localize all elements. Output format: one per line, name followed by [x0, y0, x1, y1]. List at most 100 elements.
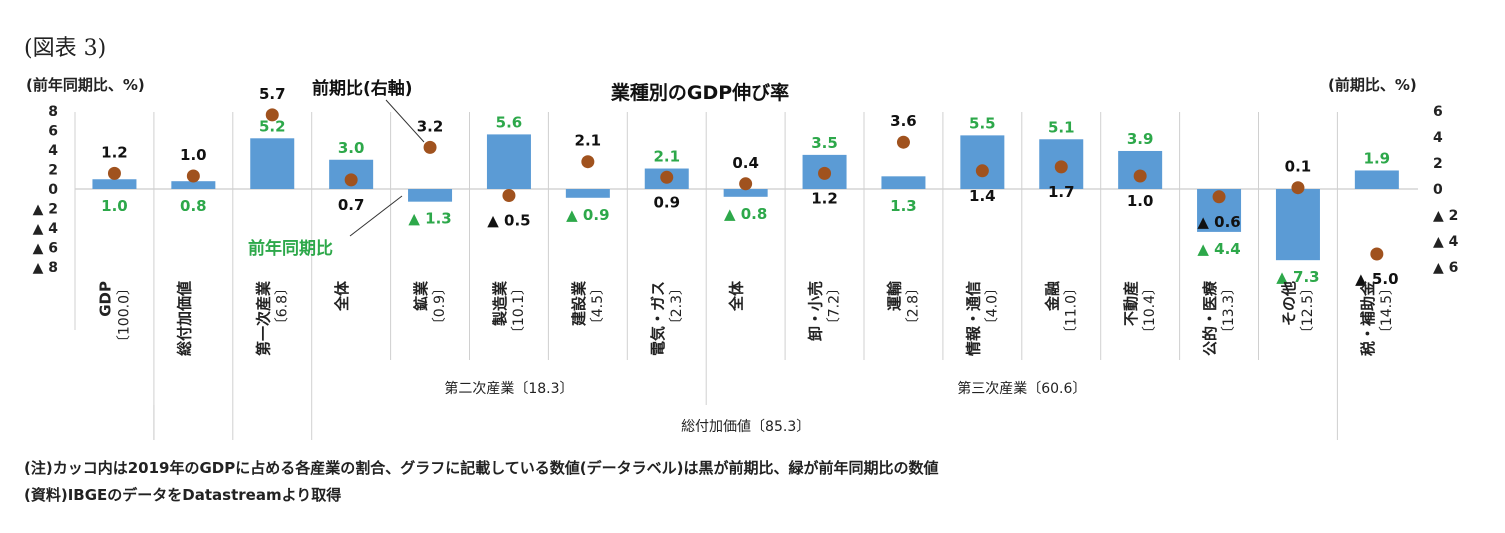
bar-data-label: ▲ 0.9 — [566, 206, 609, 224]
left-tick-label: ▲ 2 — [33, 202, 58, 218]
dot-data-label: 2.1 — [575, 132, 602, 150]
group-label-secondary: 第二次産業〔18.3〕 — [444, 380, 573, 397]
dot-qoq — [818, 166, 832, 180]
dot-data-label: 1.7 — [1048, 183, 1075, 201]
bar-data-label: 1.9 — [1364, 149, 1391, 167]
bar-data-label: 5.2 — [259, 117, 286, 135]
category-label: その他 — [1280, 281, 1298, 326]
right-tick-label: 4 — [1433, 130, 1443, 146]
annotation-arrow — [349, 195, 403, 237]
bar-yoy — [408, 189, 453, 202]
dot-qoq — [1370, 247, 1384, 261]
category-label: 電気・ガス — [649, 281, 667, 356]
category-weight: 〔7.2〕 — [827, 281, 843, 331]
bar-yoy — [1354, 170, 1399, 189]
dot-data-label: 1.0 — [180, 146, 207, 164]
dot-data-label: 1.4 — [969, 187, 996, 205]
category-label: 運輸 — [885, 280, 903, 311]
dot-data-label: 0.9 — [653, 193, 680, 211]
bar-data-label: 5.6 — [496, 113, 523, 131]
category-weight: 〔14.5〕 — [1379, 281, 1395, 340]
right-tick-label: ▲ 2 — [1433, 208, 1458, 224]
dot-data-label: 5.7 — [259, 85, 286, 103]
dot-data-label: 1.2 — [811, 189, 838, 207]
right-tick-label: 0 — [1433, 182, 1443, 198]
category-weight: 〔2.3〕 — [669, 281, 685, 331]
left-axis-title: (前年同期比、%) — [26, 76, 145, 94]
dot-data-label: 0.7 — [338, 196, 365, 214]
dot-data-label: 0.4 — [732, 154, 759, 172]
category-label: 情報・通信 — [964, 281, 982, 356]
dot-qoq — [1133, 169, 1147, 183]
category-weight: 〔13.3〕 — [1221, 281, 1237, 340]
right-tick-label: 6 — [1433, 104, 1443, 120]
dot-qoq — [1054, 160, 1068, 174]
bar-data-label: ▲ 4.4 — [1197, 240, 1240, 258]
category-weight: 〔11.0〕 — [1063, 281, 1079, 340]
bar-data-label: 2.1 — [653, 148, 680, 166]
dot-data-label: 0.1 — [1285, 158, 1312, 176]
dot-qoq — [1291, 181, 1305, 195]
bar-yoy — [565, 189, 610, 198]
dot-qoq — [107, 166, 121, 180]
figure-label: (図表 3) — [24, 36, 107, 61]
bar-yoy — [171, 181, 216, 189]
category-label: 全体 — [728, 280, 746, 312]
dot-qoq — [739, 177, 753, 191]
left-tick-label: ▲ 4 — [33, 221, 59, 237]
category-weight: 〔0.9〕 — [432, 281, 448, 331]
category-label: 製造業 — [491, 280, 509, 327]
annotation-arrow — [385, 99, 425, 143]
bar-yoy — [881, 176, 926, 189]
bar-yoy — [1275, 189, 1320, 261]
dot-qoq — [423, 140, 437, 154]
footnote-note: (注)カッコ内は2019年のGDPに占める各産業の割合、グラフに記載している数値… — [24, 459, 939, 477]
right-tick-label: 2 — [1433, 156, 1443, 172]
category-label: 卸・小売 — [807, 281, 825, 341]
right-axis-title: (前期比、%) — [1328, 76, 1417, 94]
bar-data-label: 3.0 — [338, 139, 365, 157]
dot-qoq — [1212, 190, 1226, 204]
right-tick-label: ▲ 6 — [1433, 260, 1458, 276]
category-label: 第一次産業 — [254, 280, 272, 356]
bar-data-label: 3.5 — [811, 134, 838, 152]
category-label: 不動産 — [1122, 281, 1140, 326]
dot-qoq — [660, 170, 674, 184]
left-tick-label: 8 — [48, 104, 58, 120]
bar-data-label: 5.5 — [969, 114, 996, 132]
dot-data-label: 1.2 — [101, 143, 128, 161]
dot-qoq — [975, 164, 989, 178]
category-weight: 〔4.5〕 — [590, 281, 606, 331]
group-label-gva: 総付加価値〔85.3〕 — [681, 419, 810, 435]
bar-data-label: 5.1 — [1048, 118, 1075, 136]
bar-yoy — [92, 179, 137, 189]
category-label: 建設業 — [570, 280, 588, 326]
bar-data-label: ▲ 0.8 — [724, 205, 767, 223]
dot-qoq — [581, 155, 595, 169]
category-weight: 〔10.1〕 — [511, 281, 527, 340]
annotation-yoy: 前年同期比 — [248, 238, 333, 259]
category-label: 鉱業 — [412, 280, 430, 311]
dot-data-label: ▲ 0.5 — [487, 212, 530, 230]
category-label: GDP — [96, 281, 114, 317]
annotation-qoq-right-axis: 前期比(右軸) — [312, 78, 413, 99]
dot-data-label: ▲ 5.0 — [1355, 270, 1398, 288]
category-weight: 〔4.0〕 — [984, 281, 1000, 331]
dot-qoq — [502, 189, 516, 202]
category-weight: 〔10.4〕 — [1142, 281, 1158, 340]
bar-data-label: ▲ 7.3 — [1276, 268, 1319, 286]
bar-data-label: ▲ 1.3 — [408, 210, 451, 228]
bar-yoy — [250, 138, 295, 189]
left-tick-label: 2 — [48, 163, 58, 179]
bar-data-label: 1.0 — [101, 197, 128, 215]
category-weight: 〔2.8〕 — [905, 281, 921, 331]
category-label: 金融 — [1043, 281, 1061, 312]
category-weight: 〔12.5〕 — [1300, 281, 1316, 340]
left-tick-label: ▲ 8 — [33, 260, 58, 276]
right-tick-label: ▲ 4 — [1433, 234, 1459, 250]
category-label: 公的・医療 — [1201, 280, 1219, 356]
bar-data-label: 1.3 — [890, 197, 917, 215]
bar-yoy — [960, 135, 1005, 189]
dot-qoq — [896, 135, 910, 149]
